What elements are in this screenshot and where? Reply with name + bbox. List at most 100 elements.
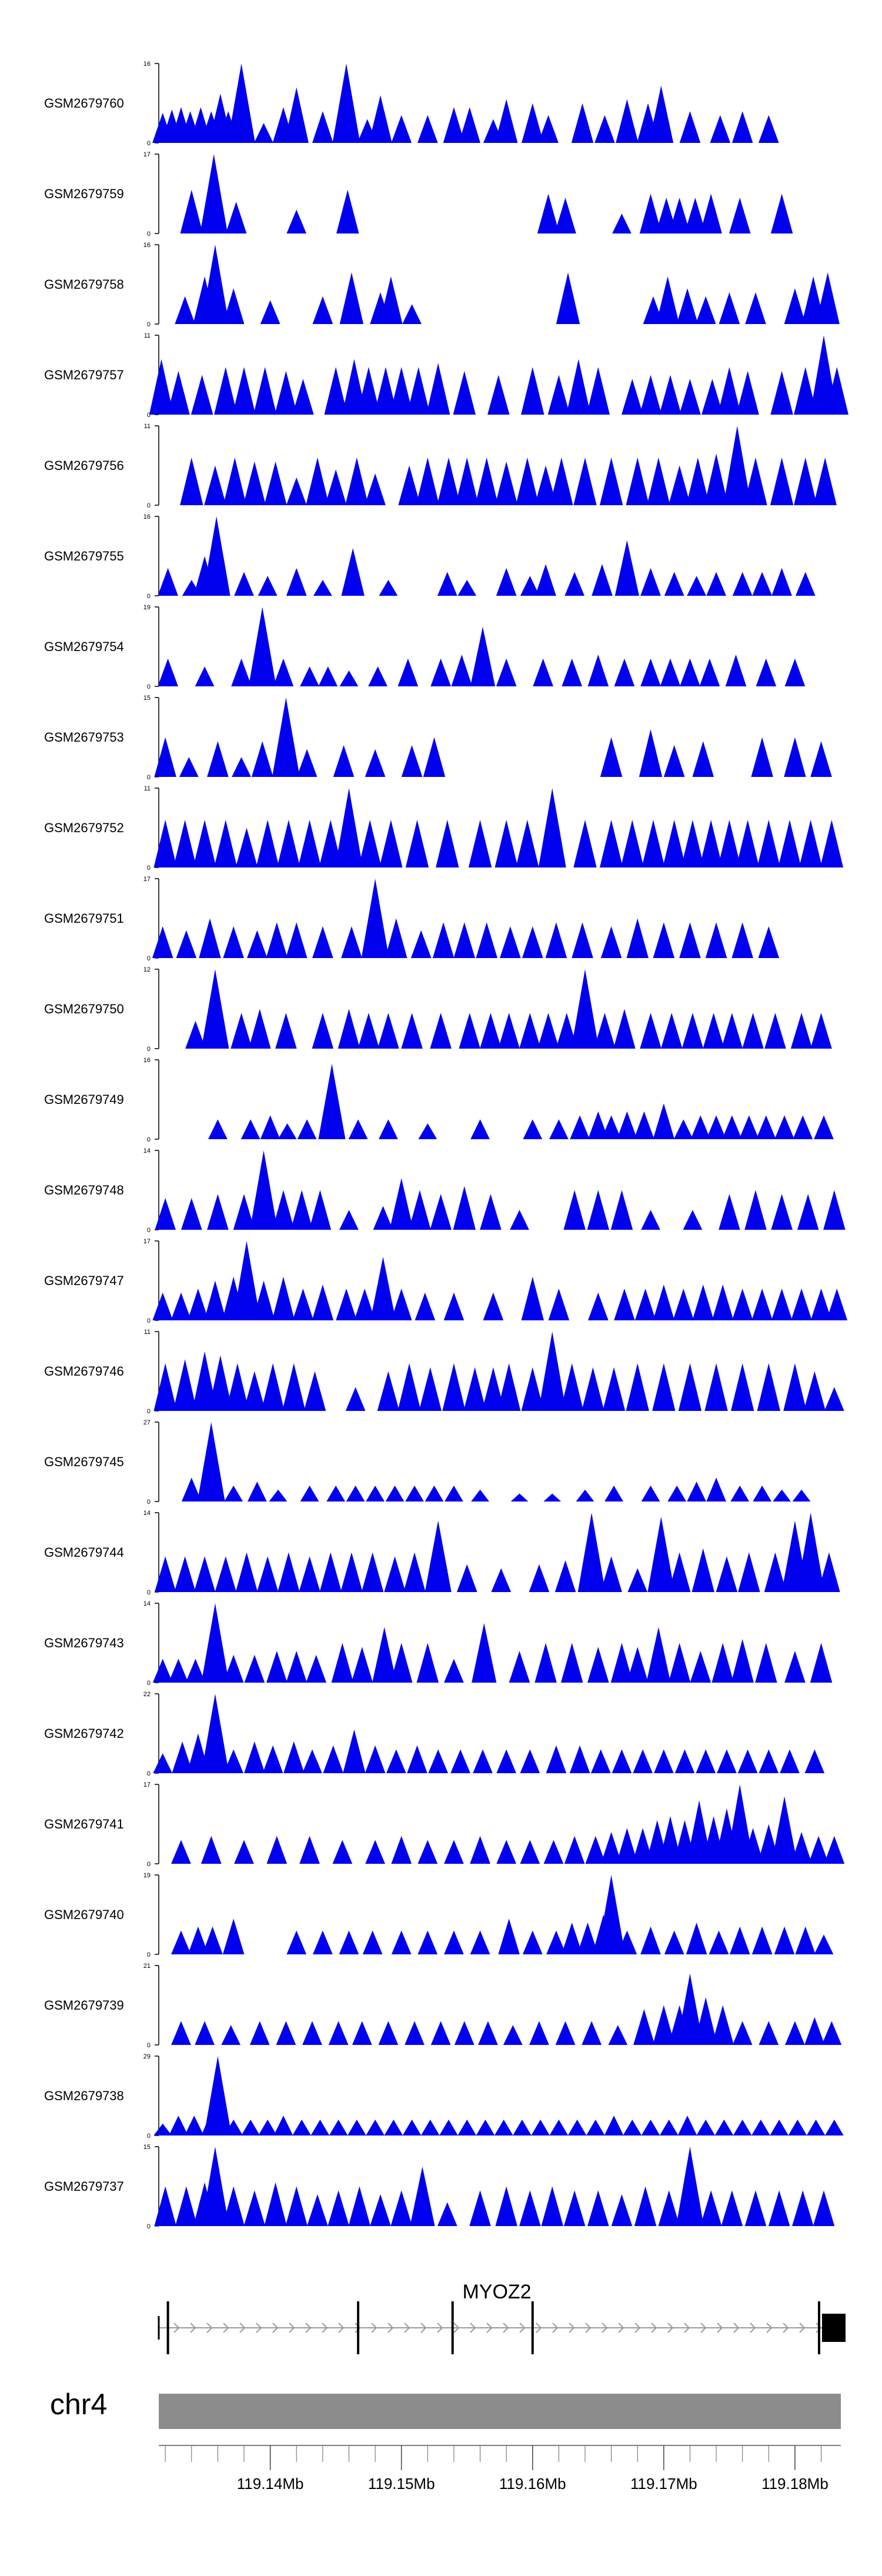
coverage-peak xyxy=(529,2021,549,2045)
coverage-peak xyxy=(723,426,751,505)
coverage-peak xyxy=(180,458,203,505)
coverage-peak xyxy=(681,820,704,867)
coverage-peak xyxy=(352,2021,372,2045)
coverage-peak xyxy=(222,1918,245,1954)
coverage-peak xyxy=(757,1363,780,1411)
coverage-peak xyxy=(445,1486,463,1501)
y-min-label: 0 xyxy=(147,2133,151,2140)
coverage-peak xyxy=(402,304,422,324)
coverage-peak xyxy=(680,658,700,686)
coverage-peak xyxy=(443,107,465,143)
coverage-peak xyxy=(378,2021,399,2045)
coverage-peak xyxy=(299,1556,320,1592)
coverage-peak xyxy=(731,1363,754,1411)
coverage-peak xyxy=(285,2186,308,2226)
coverage-peak xyxy=(152,926,173,958)
coverage-peak xyxy=(276,2021,296,2045)
coverage-peak xyxy=(471,1489,489,1501)
y-max-label: 11 xyxy=(144,423,151,430)
coverage-peak xyxy=(233,1241,260,1320)
coverage-peak xyxy=(550,458,573,505)
coverage-peak xyxy=(496,658,517,686)
coverage-peak xyxy=(228,64,255,143)
coverage-peak xyxy=(453,1186,476,1230)
coverage-peak xyxy=(709,1930,729,1954)
coverage-peak xyxy=(417,115,438,143)
coverage-peak xyxy=(729,198,751,233)
coverage-peak xyxy=(771,568,792,596)
coverage-peak xyxy=(390,2190,412,2226)
coverage-peak xyxy=(681,1013,704,1049)
coverage-peak xyxy=(302,2021,322,2045)
coverage-peak xyxy=(690,1651,711,1683)
coverage-peak xyxy=(154,1556,176,1592)
coverage-peak xyxy=(793,1115,813,1139)
coverage-peak xyxy=(338,1009,360,1049)
coverage-peak xyxy=(522,1930,543,1954)
coverage-track: GSM2679751 17 0 xyxy=(44,876,780,962)
coverage-peak xyxy=(764,1013,786,1049)
coverage-peak xyxy=(214,820,238,867)
coverage-peak xyxy=(673,1119,693,1139)
coverage-peak xyxy=(222,288,245,324)
coverage-peak xyxy=(405,1486,424,1501)
coverage-peak xyxy=(250,1150,278,1230)
coverage-peak xyxy=(365,473,386,505)
coverage-peak xyxy=(653,1103,675,1139)
coverage-peak xyxy=(571,103,594,143)
coverage-peak xyxy=(730,1486,750,1501)
coverage-peak xyxy=(476,922,497,958)
coverage-peak xyxy=(538,115,559,143)
coverage-peak xyxy=(459,1013,480,1049)
y-max-label: 29 xyxy=(143,2053,151,2060)
coverage-peak xyxy=(309,1190,332,1230)
coverage-peak xyxy=(286,568,307,596)
coverage-peak xyxy=(569,1745,590,1773)
coverage-peak xyxy=(660,658,681,686)
coverage-peak xyxy=(340,1552,363,1592)
y-min-label: 0 xyxy=(147,1770,151,1777)
coverage-peak xyxy=(379,820,403,867)
coverage-peak xyxy=(520,1840,540,1864)
coverage-peak xyxy=(306,458,329,505)
coverage-peak xyxy=(674,1749,695,1773)
coverage-peak xyxy=(804,2017,825,2045)
coverage-peak xyxy=(500,926,521,958)
coverage-peak xyxy=(366,1486,385,1501)
coverage-track: GSM2679758 16 0 xyxy=(44,242,840,328)
strand-arrow xyxy=(173,2323,180,2333)
coverage-peak xyxy=(215,1556,237,1592)
coverage-peak xyxy=(804,1749,825,1773)
coverage-peak xyxy=(616,1828,638,1864)
coverage-peak xyxy=(602,1367,626,1411)
coverage-peak xyxy=(696,2120,716,2135)
coverage-peak xyxy=(640,1926,661,1954)
coverage-peak xyxy=(370,1257,396,1320)
coverage-track: GSM2679746 11 0 xyxy=(44,1329,844,1415)
coverage-peak xyxy=(154,2186,176,2226)
coverage-peak xyxy=(379,276,403,324)
coverage-peak xyxy=(468,820,492,867)
coverage-peak xyxy=(770,371,793,415)
coverage-peak xyxy=(704,1363,728,1411)
coverage-peak xyxy=(478,2021,498,2045)
coverage-peak xyxy=(437,572,457,596)
coverage-peak xyxy=(554,198,576,233)
coverage-peak xyxy=(362,1930,383,1954)
coverage-peak xyxy=(402,2120,422,2135)
track-label: GSM2679758 xyxy=(44,277,124,292)
coverage-peak xyxy=(773,1489,791,1501)
coverage-peak xyxy=(808,1836,829,1864)
strand-arrow xyxy=(190,2323,196,2333)
y-max-label: 14 xyxy=(143,1510,151,1517)
coverage-peak xyxy=(286,209,307,233)
coverage-peak xyxy=(656,276,680,324)
coverage-peak xyxy=(341,548,365,596)
coverage-peak xyxy=(346,1486,365,1501)
coverage-peak xyxy=(272,698,300,777)
strand-arrow xyxy=(223,2323,229,2333)
track-label: GSM2679745 xyxy=(44,1454,124,1469)
coverage-peak xyxy=(736,371,759,415)
coverage-peak xyxy=(510,1210,529,1230)
